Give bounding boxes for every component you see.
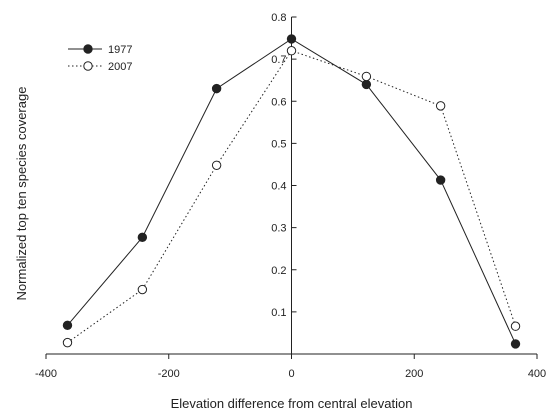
data-point-1977 <box>211 83 222 94</box>
data-point-1977 <box>510 339 521 349</box>
y-tick-label: 0.8 <box>271 12 286 24</box>
y-tick-label: 0.7 <box>271 54 286 66</box>
legend-item-1977: 1977 <box>68 44 132 56</box>
data-point-1977 <box>286 34 297 44</box>
data-point-2007 <box>361 71 372 82</box>
legend-label: 2007 <box>108 61 132 73</box>
data-point-2007 <box>435 101 446 111</box>
data-point-2007 <box>286 46 297 56</box>
x-tick-label: -400 <box>35 368 57 380</box>
legend: 1977 2007 <box>68 44 132 73</box>
x-tick-label: 400 <box>528 368 546 380</box>
data-point-1977 <box>62 320 73 331</box>
series-layer <box>62 34 521 349</box>
y-axis-label: Normalized top ten species coverage <box>14 87 29 301</box>
data-point-2007 <box>211 160 222 170</box>
data-point-2007 <box>510 321 521 331</box>
y-tick-label: 0.4 <box>271 181 286 193</box>
data-point-2007 <box>62 337 73 348</box>
y-tick-label: 0.5 <box>271 138 286 150</box>
x-tick-label: 200 <box>405 368 423 380</box>
data-point-1977 <box>435 175 446 185</box>
series-2007 <box>62 46 521 348</box>
data-point-2007 <box>137 284 148 295</box>
y-tick-label: 0.1 <box>271 307 286 319</box>
x-tick-label: -200 <box>158 368 180 380</box>
legend-label: 1977 <box>108 44 132 56</box>
x-ticks: -400 -200 0 200 400 <box>35 354 546 380</box>
y-ticks: 0.1 0.2 0.3 0.4 0.5 0.6 0.7 0.8 <box>271 12 297 319</box>
y-tick-label: 0.2 <box>271 265 286 277</box>
legend-marker <box>83 61 93 71</box>
y-tick-label: 0.6 <box>271 96 286 108</box>
x-axis-label: Elevation difference from central elevat… <box>171 396 413 411</box>
legend-marker <box>83 44 93 54</box>
x-tick-label: 0 <box>288 368 294 380</box>
y-tick-label: 0.3 <box>271 223 286 235</box>
data-point-1977 <box>361 79 372 90</box>
data-point-1977 <box>137 232 148 243</box>
series-1977 <box>62 34 521 349</box>
legend-item-2007: 2007 <box>68 61 132 73</box>
